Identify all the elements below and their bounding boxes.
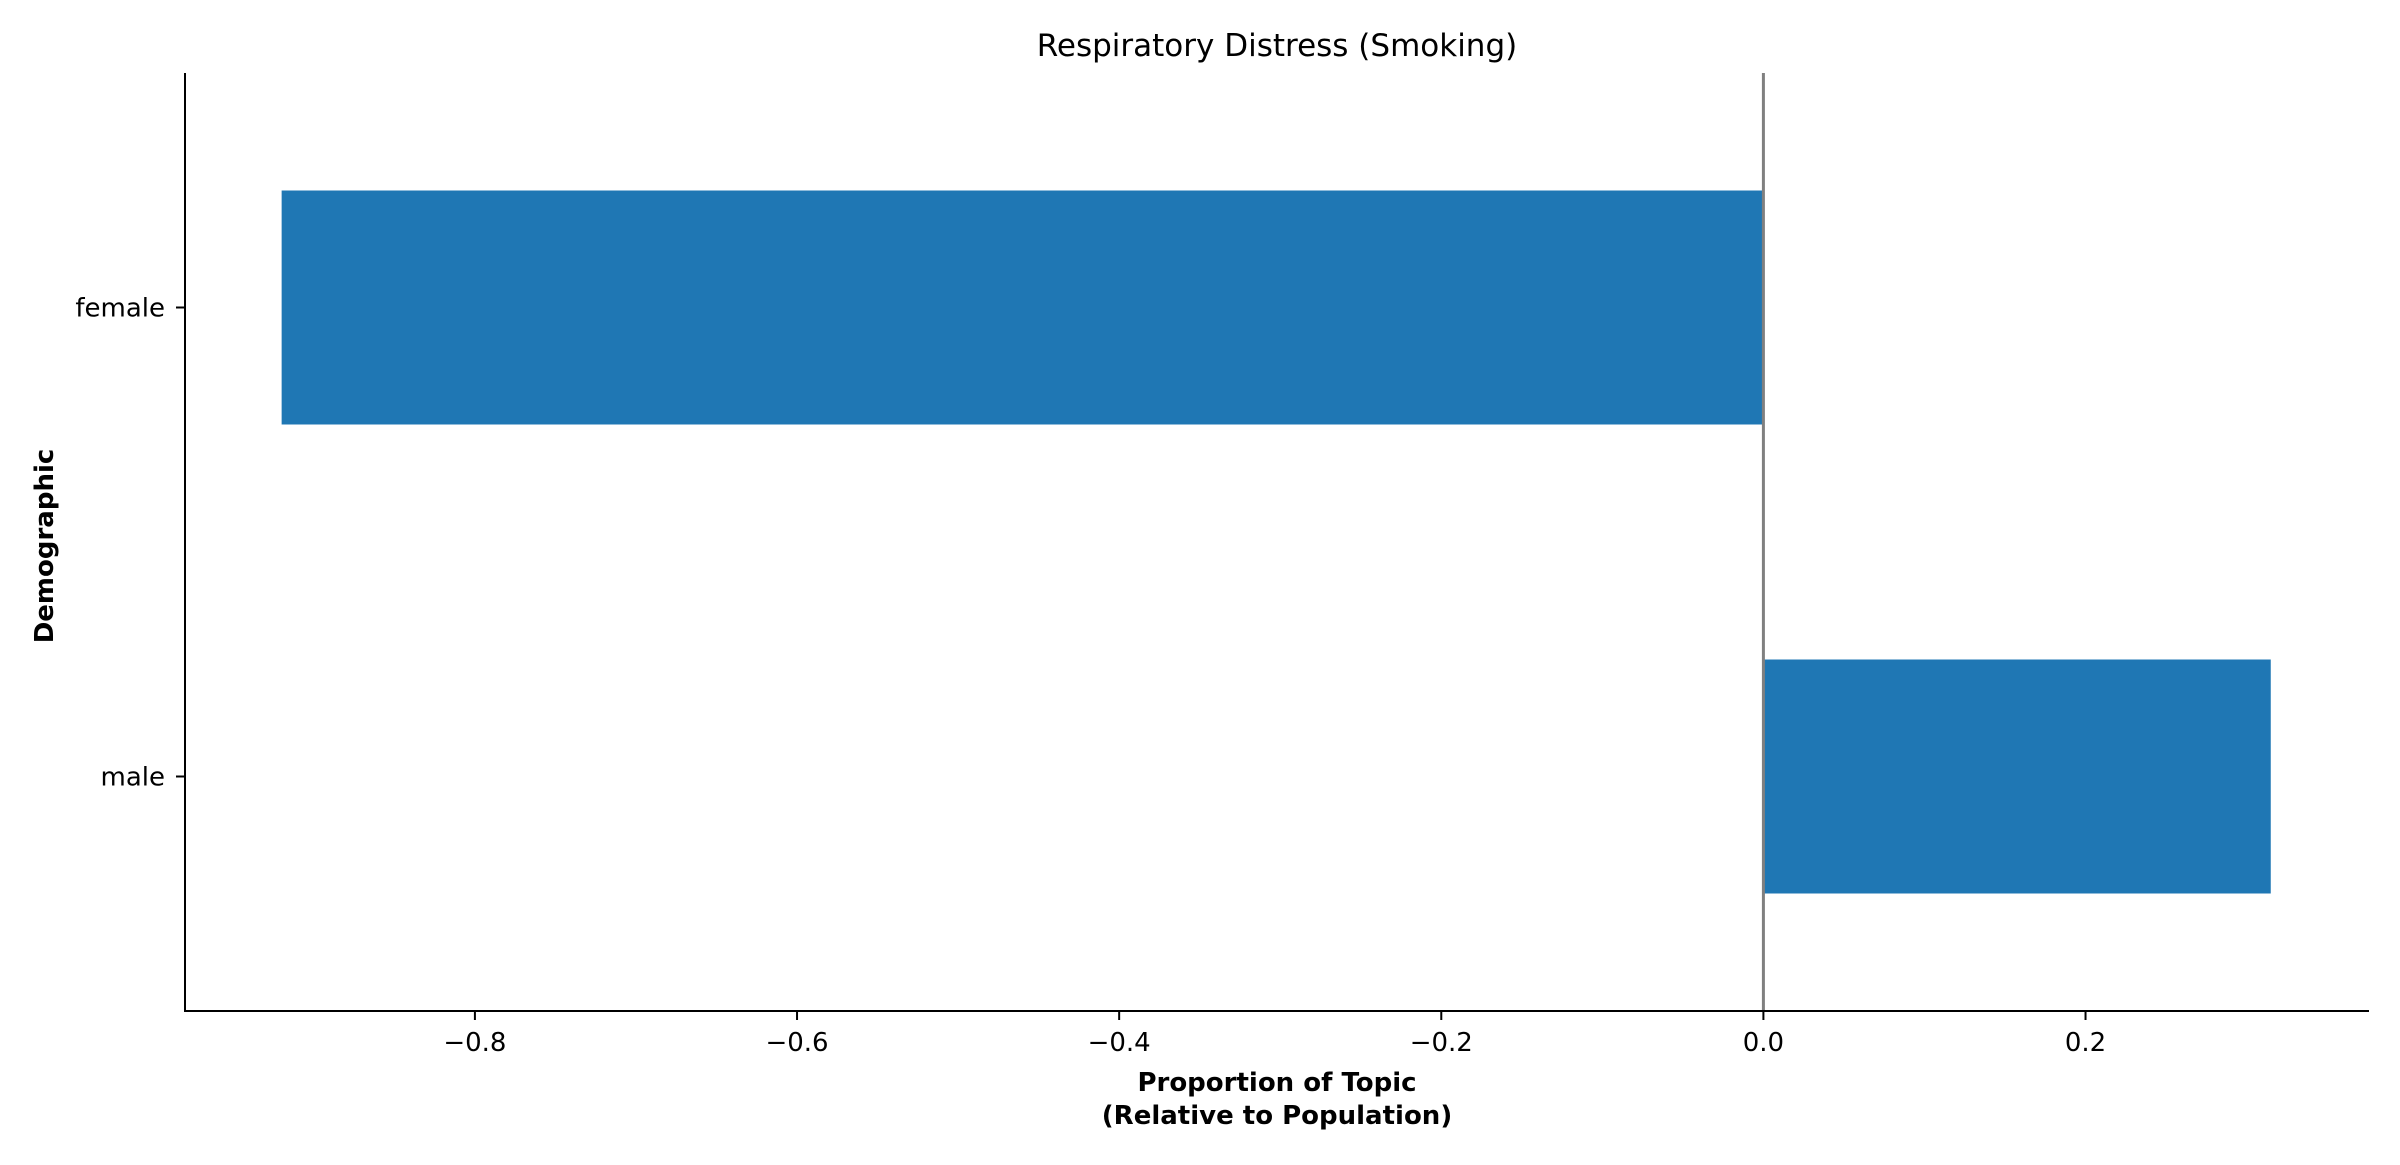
y-axis-ticks: female male [75,294,185,793]
bars-group [281,190,2271,894]
y-tick-label: female [75,294,165,324]
x-axis-ticks: −0.8 −0.6 −0.4 −0.2 0.0 0.2 [443,1011,2106,1058]
x-tick-label: −0.2 [1410,1028,1473,1058]
bar-female [281,190,1764,425]
y-tick-label: male [101,763,165,793]
x-axis-label-line-2: (Relative to Population) [1102,1101,1452,1131]
chart-title: Respiratory Distress (Smoking) [1037,28,1517,64]
x-tick-label: 0.0 [1743,1028,1784,1058]
x-tick-label: −0.6 [765,1028,828,1058]
x-axis-label-line-1: Proportion of Topic [1137,1068,1416,1098]
bar-male [1763,659,2271,894]
x-tick-label: −0.4 [1088,1028,1151,1058]
x-tick-label: 0.2 [2065,1028,2106,1058]
x-tick-label: −0.8 [443,1028,506,1058]
y-axis-label: Demographic [30,449,60,644]
